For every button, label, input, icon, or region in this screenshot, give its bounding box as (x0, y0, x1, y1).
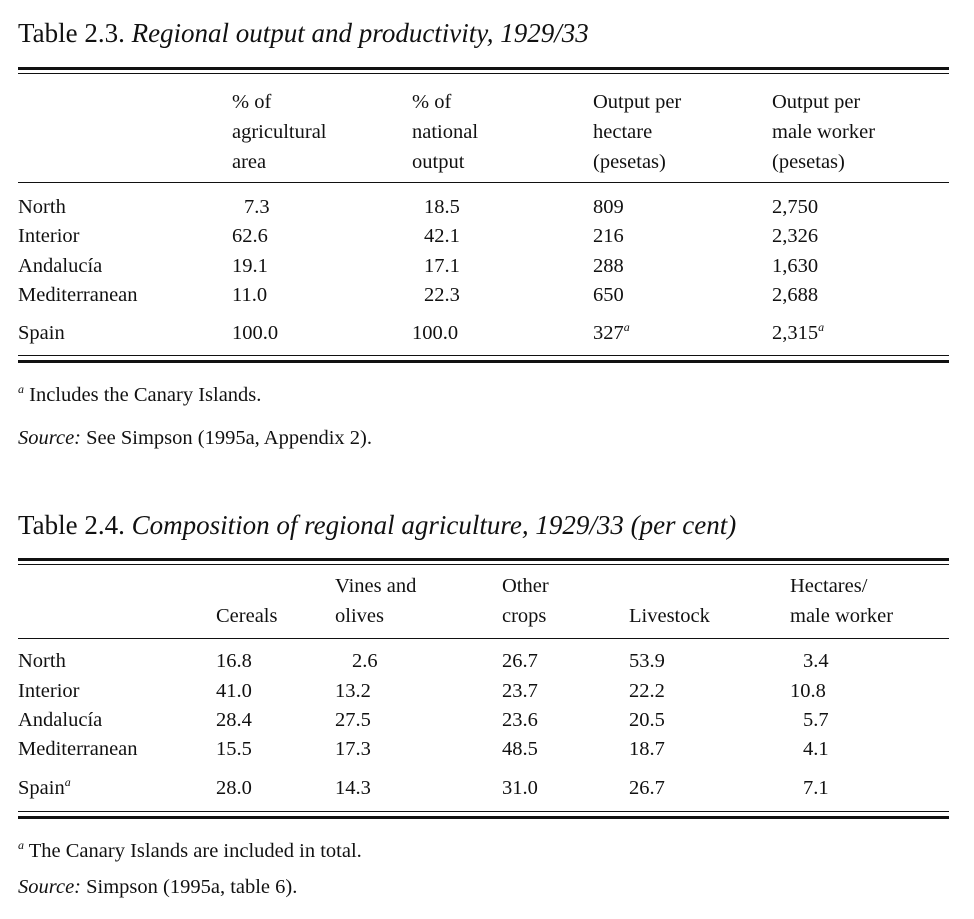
t24-row-label: Interior (18, 680, 80, 702)
t23-total-cell-with-mark: 327a (593, 320, 630, 345)
t23-header-col2: % of national output (412, 91, 479, 173)
t24-cell: 4.1 (803, 738, 829, 760)
t23-total-value: 327 (593, 322, 624, 344)
t23-header-col1: % of agricultural area (232, 91, 327, 173)
t24-cell: 41.0 (216, 680, 252, 702)
t23-header-col4: Output per male worker (pesetas) (772, 91, 876, 173)
footnote-mark: a (18, 382, 24, 397)
t23-header-col3: Output per hectare (pesetas) (593, 91, 682, 173)
table-2-3-number: Table 2.3. (18, 18, 125, 48)
t23-cell: 7.3 (244, 196, 270, 218)
t24-cell: 22.2 (629, 680, 665, 702)
t24-total-cell: 28.0 (216, 777, 252, 799)
t24-total-cell: 7.1 (803, 777, 829, 799)
t24-row-label: North (18, 650, 66, 672)
t24-row-label: Andalucía (18, 709, 103, 731)
table-2-4-bottom-rule-inner (18, 811, 949, 812)
table-2-3-caption: Table 2.3. Regional output and productiv… (18, 18, 589, 49)
table-2-3-header-rule (18, 182, 949, 183)
source-label: Source: (18, 427, 81, 449)
t23-cell: 18.5 (424, 196, 460, 218)
t24-header-livestock: Livestock (629, 605, 710, 627)
footnote-mark: a (818, 320, 825, 335)
t24-header-other-crops: Other crops (502, 575, 549, 627)
t24-cell: 53.9 (629, 650, 665, 672)
t24-cell: 13.2 (335, 680, 371, 702)
table-2-4-title: Composition of regional agriculture, 192… (131, 510, 737, 540)
t23-row-label: Mediterranean (18, 284, 138, 306)
t24-footnote: a The Canary Islands are included in tot… (18, 838, 362, 862)
t23-footnote: a Includes the Canary Islands. (18, 382, 262, 406)
t23-row-label: Interior (18, 225, 80, 247)
t23-cell: 216 (593, 225, 624, 247)
table-2-3-title: Regional output and productivity, 1929/3… (131, 18, 589, 48)
t24-cell: 17.3 (335, 738, 371, 760)
footnote-mark: a (64, 775, 71, 790)
t24-cell: 3.4 (803, 650, 829, 672)
t23-row-label: Andalucía (18, 255, 103, 277)
t24-cell: 27.5 (335, 709, 371, 731)
t24-row-label: Mediterranean (18, 738, 138, 760)
t23-cell: 42.1 (424, 225, 460, 247)
t23-cell: 288 (593, 255, 624, 277)
t23-cell: 62.6 (232, 225, 268, 247)
t23-cell: 22.3 (424, 284, 460, 306)
t24-cell: 26.7 (502, 650, 538, 672)
t24-cell: 18.7 (629, 738, 665, 760)
t24-header-vines-olives: Vines and olives (335, 575, 417, 627)
t23-cell: 1,630 (772, 255, 819, 277)
t24-total-cell: 14.3 (335, 777, 371, 799)
t23-cell: 809 (593, 196, 624, 218)
table-2-3-bottom-rule-inner (18, 355, 949, 356)
t24-cell: 48.5 (502, 738, 538, 760)
table-2-4-top-rule-inner (18, 564, 949, 565)
t24-source: Source: Simpson (1995a, table 6). (18, 876, 298, 898)
t24-cell: 23.6 (502, 709, 538, 731)
t23-cell: 650 (593, 284, 624, 306)
t24-cell: 2.6 (352, 650, 378, 672)
t23-total-value: 2,315 (772, 322, 819, 344)
footnote-mark: a (623, 320, 630, 335)
table-2-4-bottom-rule (18, 816, 949, 819)
table-2-4-top-rule (18, 558, 949, 561)
table-2-4-caption: Table 2.4. Composition of regional agric… (18, 510, 736, 541)
table-2-4-header-rule (18, 638, 949, 639)
t23-total-label: Spain (18, 322, 65, 344)
t23-cell: 2,688 (772, 284, 819, 306)
t23-total-cell: 100.0 (232, 322, 279, 344)
t24-cell: 15.5 (216, 738, 252, 760)
t24-cell: 5.7 (803, 709, 829, 731)
t24-cell: 28.4 (216, 709, 252, 731)
source-label: Source: (18, 876, 81, 898)
t24-total-label: Spaina (18, 775, 71, 799)
table-2-4-number: Table 2.4. (18, 510, 125, 540)
t23-cell: 2,750 (772, 196, 819, 218)
t23-cell: 2,326 (772, 225, 819, 247)
t24-total-cell: 31.0 (502, 777, 538, 799)
t24-header-hectares: Hectares/male worker (790, 575, 894, 627)
t23-total-cell: 100.0 (412, 322, 459, 344)
t23-source: Source: See Simpson (1995a, Appendix 2). (18, 427, 372, 449)
t23-total-cell-with-mark: 2,315a (772, 320, 825, 345)
t23-row-label: North (18, 196, 66, 218)
t23-cell: 11.0 (232, 284, 268, 306)
table-2-3-bottom-rule (18, 360, 949, 363)
t24-cell: 16.8 (216, 650, 252, 672)
t24-header-cereals: Cereals (216, 605, 278, 627)
table-2-3-top-rule-inner (18, 73, 949, 74)
table-2-3-top-rule (18, 67, 949, 70)
footnote-mark: a (18, 838, 24, 853)
t24-cell: 23.7 (502, 680, 538, 702)
t24-cell: 10.8 (790, 680, 826, 702)
t24-total-cell: 26.7 (629, 777, 665, 799)
t24-cell: 20.5 (629, 709, 665, 731)
t23-cell: 17.1 (424, 255, 460, 277)
t23-cell: 19.1 (232, 255, 268, 277)
